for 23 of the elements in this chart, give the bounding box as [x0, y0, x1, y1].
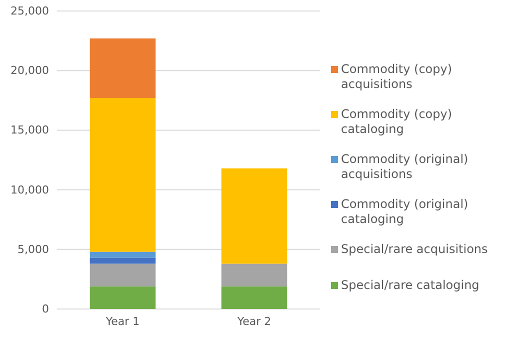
bar [221, 286, 288, 309]
legend-label: Commodity (original) acquisitions [341, 152, 468, 181]
legend-label: Special/rare acquisitions [341, 242, 488, 256]
bar [221, 168, 288, 264]
bar [90, 252, 156, 258]
x-tick-label: Year 1 [104, 314, 140, 328]
y-tick-label: 25,000 [10, 4, 49, 18]
y-tick-label: 15,000 [10, 124, 49, 137]
bar [90, 38, 156, 98]
bar [90, 258, 156, 264]
legend-label: Commodity (original) cataloging [341, 197, 468, 226]
bar [90, 264, 156, 286]
bar [221, 264, 288, 286]
y-tick-label: 20,000 [10, 64, 49, 78]
x-tick-label: Year 2 [236, 314, 272, 328]
bar [90, 286, 156, 309]
y-tick-label: 10,000 [10, 183, 49, 196]
y-tick-label: 5,000 [18, 242, 49, 256]
y-tick-label: 0 [42, 302, 49, 316]
legend-label: Commodity (copy) cataloging [341, 107, 452, 136]
legend-label: Commodity (copy) acquisitions [341, 62, 452, 91]
legend-label: Special/rare cataloging [341, 278, 480, 292]
bar [90, 98, 156, 252]
